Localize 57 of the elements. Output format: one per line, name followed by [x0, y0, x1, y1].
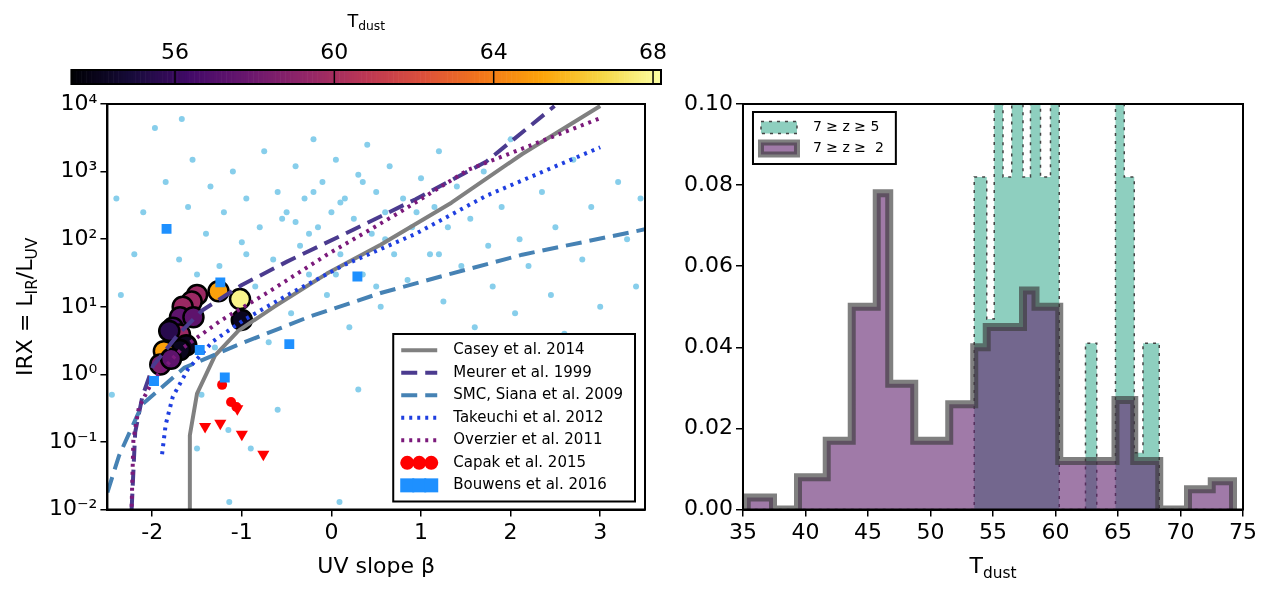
- x-tick-label: 2: [503, 518, 518, 544]
- color-bar-label: 60: [320, 38, 349, 64]
- point: [199, 422, 212, 434]
- legend-label: 7 ≥ z ≥ 5: [812, 118, 880, 135]
- legend-label: Meurer et al. 1999: [453, 362, 592, 381]
- x-tick-label: 65: [1104, 518, 1132, 544]
- y-tick-label: 0.08: [684, 170, 733, 196]
- legend-label: SMC, Siana et al. 2009: [453, 385, 624, 404]
- x-tick-label: 3: [593, 518, 608, 544]
- x-axis-title: UV slope β: [317, 552, 436, 578]
- y-tick-label: 0.04: [684, 333, 733, 359]
- y-tick-label: 10⁻¹: [48, 427, 98, 453]
- x-tick-label: 35: [728, 518, 757, 544]
- color-bar-label: 64: [479, 38, 508, 64]
- x-tick-label: -2: [141, 518, 164, 544]
- y-tick-label: 10²: [60, 224, 98, 250]
- color-bar-label: 56: [161, 38, 189, 64]
- x-tick-label: 55: [978, 518, 1007, 544]
- point: [194, 345, 205, 355]
- x-tick-label: 75: [1229, 518, 1257, 544]
- point: [149, 376, 159, 386]
- x-tick-label: 50: [916, 518, 945, 544]
- y-tick-label: 10³: [60, 157, 98, 183]
- y-tick-label: 10⁴: [60, 89, 98, 115]
- x-tick-label: 45: [853, 518, 882, 544]
- y-tick-label: 10¹: [60, 292, 98, 318]
- legend-label: Overzier et al. 2011: [453, 430, 603, 449]
- x-tick-label: 60: [1041, 518, 1070, 544]
- x-tick-label: 70: [1166, 518, 1195, 544]
- point: [228, 287, 252, 311]
- point: [158, 319, 181, 343]
- point: [352, 271, 363, 282]
- legend-label: 7 ≥ z ≥ 2: [812, 139, 884, 156]
- x-tick-label: 1: [414, 518, 429, 544]
- point: [235, 430, 248, 442]
- y-tick-label: 0.10: [684, 89, 733, 115]
- point: [215, 277, 226, 288]
- y-axis-title: IRX = LIR/LUV: [11, 237, 41, 376]
- point: [214, 419, 227, 431]
- y-tick-label: 0.06: [684, 251, 733, 277]
- point: [219, 372, 230, 383]
- legend-label: Casey et al. 2014: [453, 340, 585, 359]
- line-series: [107, 227, 645, 495]
- legend-label: Takeuchi et al. 2012: [452, 407, 604, 426]
- x-tick-label: -1: [230, 518, 253, 544]
- point: [161, 223, 172, 234]
- point: [257, 450, 270, 462]
- legend-label: Capak et al. 2015: [453, 452, 587, 471]
- y-tick-label: 10⁻²: [48, 495, 98, 521]
- y-tick-label: 0.00: [684, 495, 733, 521]
- legend-label: Bouwens et al. 2016: [453, 475, 607, 494]
- y-tick-label: 10⁰: [60, 360, 98, 386]
- x-tick-label: 40: [791, 518, 820, 544]
- color-bar-label: 68: [639, 38, 668, 64]
- point: [284, 339, 295, 350]
- y-tick-label: 0.02: [684, 414, 733, 440]
- x-tick-label: 0: [324, 518, 339, 544]
